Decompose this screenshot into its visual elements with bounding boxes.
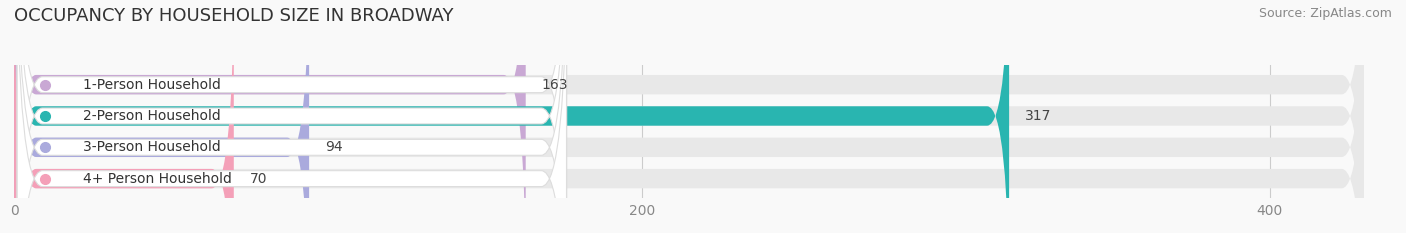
FancyBboxPatch shape bbox=[14, 0, 526, 233]
Text: 4+ Person Household: 4+ Person Household bbox=[83, 172, 232, 186]
Text: Source: ZipAtlas.com: Source: ZipAtlas.com bbox=[1258, 7, 1392, 20]
FancyBboxPatch shape bbox=[14, 0, 1364, 233]
Text: 70: 70 bbox=[249, 172, 267, 186]
Text: 317: 317 bbox=[1025, 109, 1052, 123]
FancyBboxPatch shape bbox=[17, 0, 567, 233]
Text: 2-Person Household: 2-Person Household bbox=[83, 109, 221, 123]
Text: OCCUPANCY BY HOUSEHOLD SIZE IN BROADWAY: OCCUPANCY BY HOUSEHOLD SIZE IN BROADWAY bbox=[14, 7, 454, 25]
FancyBboxPatch shape bbox=[14, 0, 1364, 233]
FancyBboxPatch shape bbox=[17, 0, 567, 233]
FancyBboxPatch shape bbox=[17, 0, 567, 233]
FancyBboxPatch shape bbox=[14, 0, 1364, 233]
FancyBboxPatch shape bbox=[14, 0, 1010, 233]
Text: 163: 163 bbox=[541, 78, 568, 92]
FancyBboxPatch shape bbox=[14, 0, 309, 233]
FancyBboxPatch shape bbox=[14, 0, 233, 233]
FancyBboxPatch shape bbox=[14, 0, 1364, 233]
FancyBboxPatch shape bbox=[17, 0, 567, 233]
Text: 3-Person Household: 3-Person Household bbox=[83, 140, 221, 154]
Text: 1-Person Household: 1-Person Household bbox=[83, 78, 221, 92]
Text: 94: 94 bbox=[325, 140, 343, 154]
